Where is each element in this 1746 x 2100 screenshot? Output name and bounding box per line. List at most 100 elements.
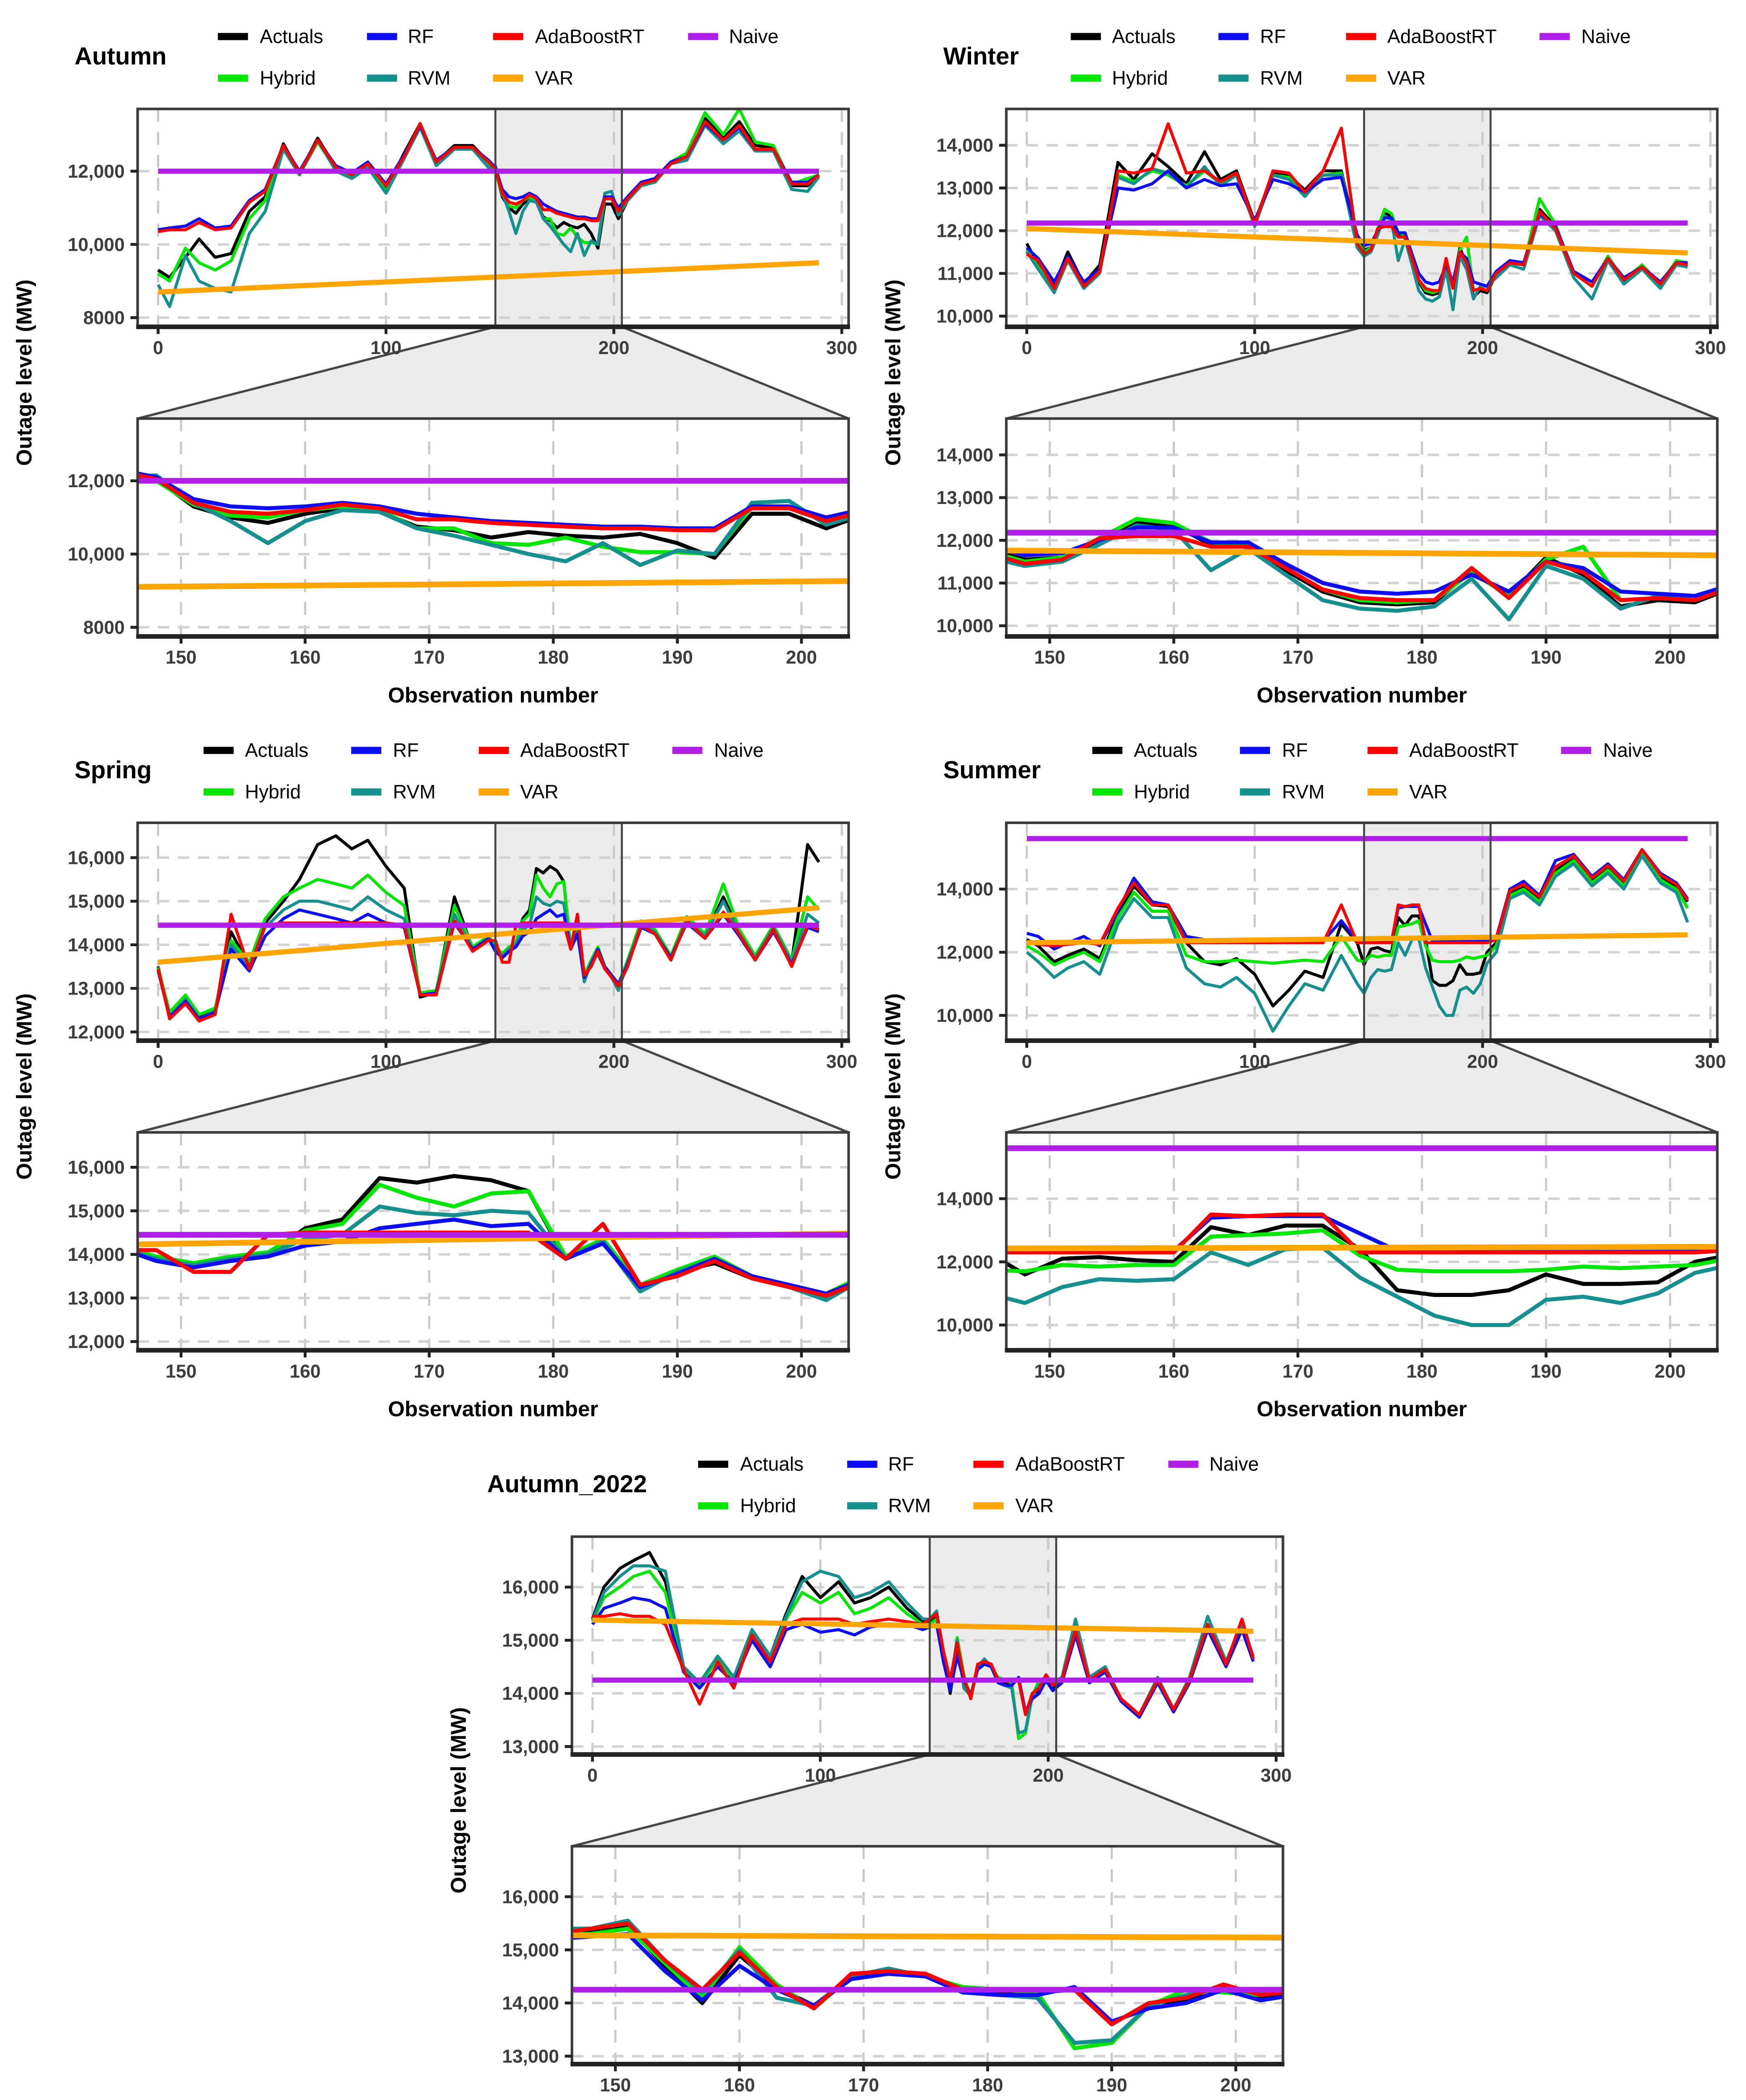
y-axis-label: Outage level (MW): [881, 280, 905, 466]
series-line-adaboostrt: [1006, 534, 1717, 602]
legend-item-hybrid: Hybrid: [218, 67, 323, 89]
y-tick-label: 13,000: [502, 2046, 559, 2067]
y-tick-label: 10,000: [936, 306, 993, 327]
x-tick-label: 170: [414, 647, 445, 668]
panel-title: Autumn_2022: [487, 1470, 647, 1498]
series-line-hybrid: [137, 476, 849, 556]
season-panel-autumn: Autumn Actuals RF AdaBoostRT Naive Hybrid RVM…: [11, 8, 866, 722]
y-tick-label: 12,000: [68, 161, 125, 182]
legend-item-rf: RF: [351, 740, 436, 761]
legend-label: RVM: [407, 67, 451, 89]
y-tick-label: 12,000: [68, 471, 125, 491]
legend-label: RF: [407, 26, 434, 47]
x-tick-label: 160: [289, 647, 320, 668]
series-line-var: [592, 1617, 1254, 1634]
series-line-actuals: [1006, 521, 1717, 609]
y-tick-label: 8000: [83, 617, 125, 638]
legend-swatch-naive: [672, 747, 703, 754]
legend-label: VAR: [535, 67, 574, 89]
x-tick-label: 0: [153, 338, 163, 358]
zoom-plot: [137, 1132, 849, 1350]
x-tick-label: 200: [1033, 1765, 1064, 1786]
legend-label: RVM: [1282, 781, 1325, 803]
x-tick-label: 160: [1158, 647, 1189, 668]
y-tick-label: 15,000: [502, 1940, 559, 1961]
series-line-rvm: [1026, 854, 1689, 1033]
legend-label: AdaBoostRT: [535, 26, 645, 47]
legend-item-naive: Naive: [1539, 26, 1631, 47]
series-line-rvm: [572, 1919, 1283, 2045]
x-tick-label: 0: [1021, 338, 1032, 358]
legend-swatch-naive: [1539, 33, 1570, 40]
main-plot: [137, 823, 849, 1041]
legend-swatch-naive: [687, 33, 718, 40]
legend-item-var: VAR: [493, 67, 644, 89]
x-tick-label: 200: [786, 1361, 817, 1382]
legend-label: Naive: [1209, 1453, 1259, 1475]
legend-item-naive: Naive: [1561, 740, 1653, 761]
zoom-plot: [1006, 1132, 1717, 1350]
legend-swatch-rvm: [366, 75, 396, 81]
x-tick-label: 170: [414, 1361, 445, 1382]
legend-label: RF: [1282, 740, 1308, 761]
y-tick-label: 14,000: [936, 879, 993, 900]
main-plot: [572, 1536, 1283, 1755]
legend-label: Naive: [714, 740, 764, 761]
legend-label: RF: [393, 740, 419, 761]
legend-label: RVM: [1260, 67, 1303, 89]
legend-swatch-hybrid: [698, 1502, 729, 1509]
legend-label: AdaBoostRT: [1409, 740, 1519, 761]
series-line-rvm: [1006, 523, 1717, 622]
season-panel-winter: Winter Actuals RF AdaBoostRT Naive Hybrid RVM…: [880, 8, 1735, 722]
x-tick-label: 180: [1407, 647, 1438, 668]
series-line-adaboostrt: [137, 473, 849, 533]
legend-swatch-rvm: [1218, 75, 1249, 81]
x-tick-label: 300: [1695, 1052, 1726, 1072]
zoom-connector: [137, 327, 849, 419]
x-axis-label: Observation number: [388, 1397, 599, 1421]
series-line-rf: [1006, 1214, 1717, 1253]
x-tick-label: 100: [370, 338, 402, 358]
legend-swatch-adaboostrt: [1346, 33, 1376, 40]
series-line-adaboostrt: [156, 911, 820, 1023]
legend-item-actuals: Actuals: [1092, 740, 1197, 761]
series-line-hybrid: [1006, 1228, 1717, 1273]
legend-item-rvm: RVM: [846, 1495, 931, 1517]
y-tick-label: 8000: [83, 308, 125, 328]
x-tick-label: 100: [1239, 1052, 1270, 1072]
series-line-actuals: [137, 1174, 849, 1300]
zoom-connector: [1006, 1040, 1717, 1133]
legend-swatch-actuals: [203, 747, 234, 754]
legend-item-naive: Naive: [672, 740, 764, 761]
y-tick-label: 14,000: [68, 935, 125, 956]
legend-label: Hybrid: [1112, 67, 1168, 89]
y-tick-label: 11,000: [937, 263, 993, 284]
legend-item-actuals: Actuals: [698, 1454, 803, 1475]
series-line-adaboostrt: [1026, 122, 1688, 292]
legend: Actuals RF AdaBoostRT Naive Hybrid RVM VAR: [698, 1454, 1259, 1517]
y-axis-label: Outage level (MW): [881, 993, 905, 1180]
legend: Actuals RF AdaBoostRT Naive Hybrid RVM VAR: [218, 26, 778, 89]
y-tick-label: 16,000: [502, 1577, 559, 1598]
legend-item-adaboostrt: AdaBoostRT: [1346, 26, 1497, 47]
series-line-adaboostrt: [1006, 1212, 1717, 1255]
x-axis-label: Observation number: [1257, 683, 1467, 707]
x-tick-label: 170: [848, 2075, 879, 2095]
legend-swatch-rf: [366, 33, 396, 40]
season-panel-autumn_2022: Autumn_2022 Actuals RF AdaBoostRT Naive Hybr…: [446, 1436, 1300, 2100]
x-tick-label: 100: [370, 1052, 402, 1072]
panel-title: Spring: [74, 757, 152, 784]
zoom-band: [929, 1536, 1056, 1755]
x-tick-label: 300: [1695, 338, 1726, 358]
series-line-hybrid: [572, 1927, 1283, 2050]
legend-swatch-hybrid: [203, 788, 234, 795]
legend-swatch-naive: [1168, 1461, 1198, 1467]
legend-item-actuals: Actuals: [218, 26, 323, 47]
legend-item-hybrid: Hybrid: [203, 781, 308, 803]
legend-item-var: VAR: [974, 1495, 1125, 1517]
y-tick-label: 13,000: [936, 178, 993, 199]
y-axis-label: Outage level (MW): [12, 280, 36, 466]
x-tick-label: 190: [662, 647, 693, 668]
series-line-actuals: [1006, 1223, 1717, 1297]
legend-swatch-rf: [1218, 33, 1249, 40]
